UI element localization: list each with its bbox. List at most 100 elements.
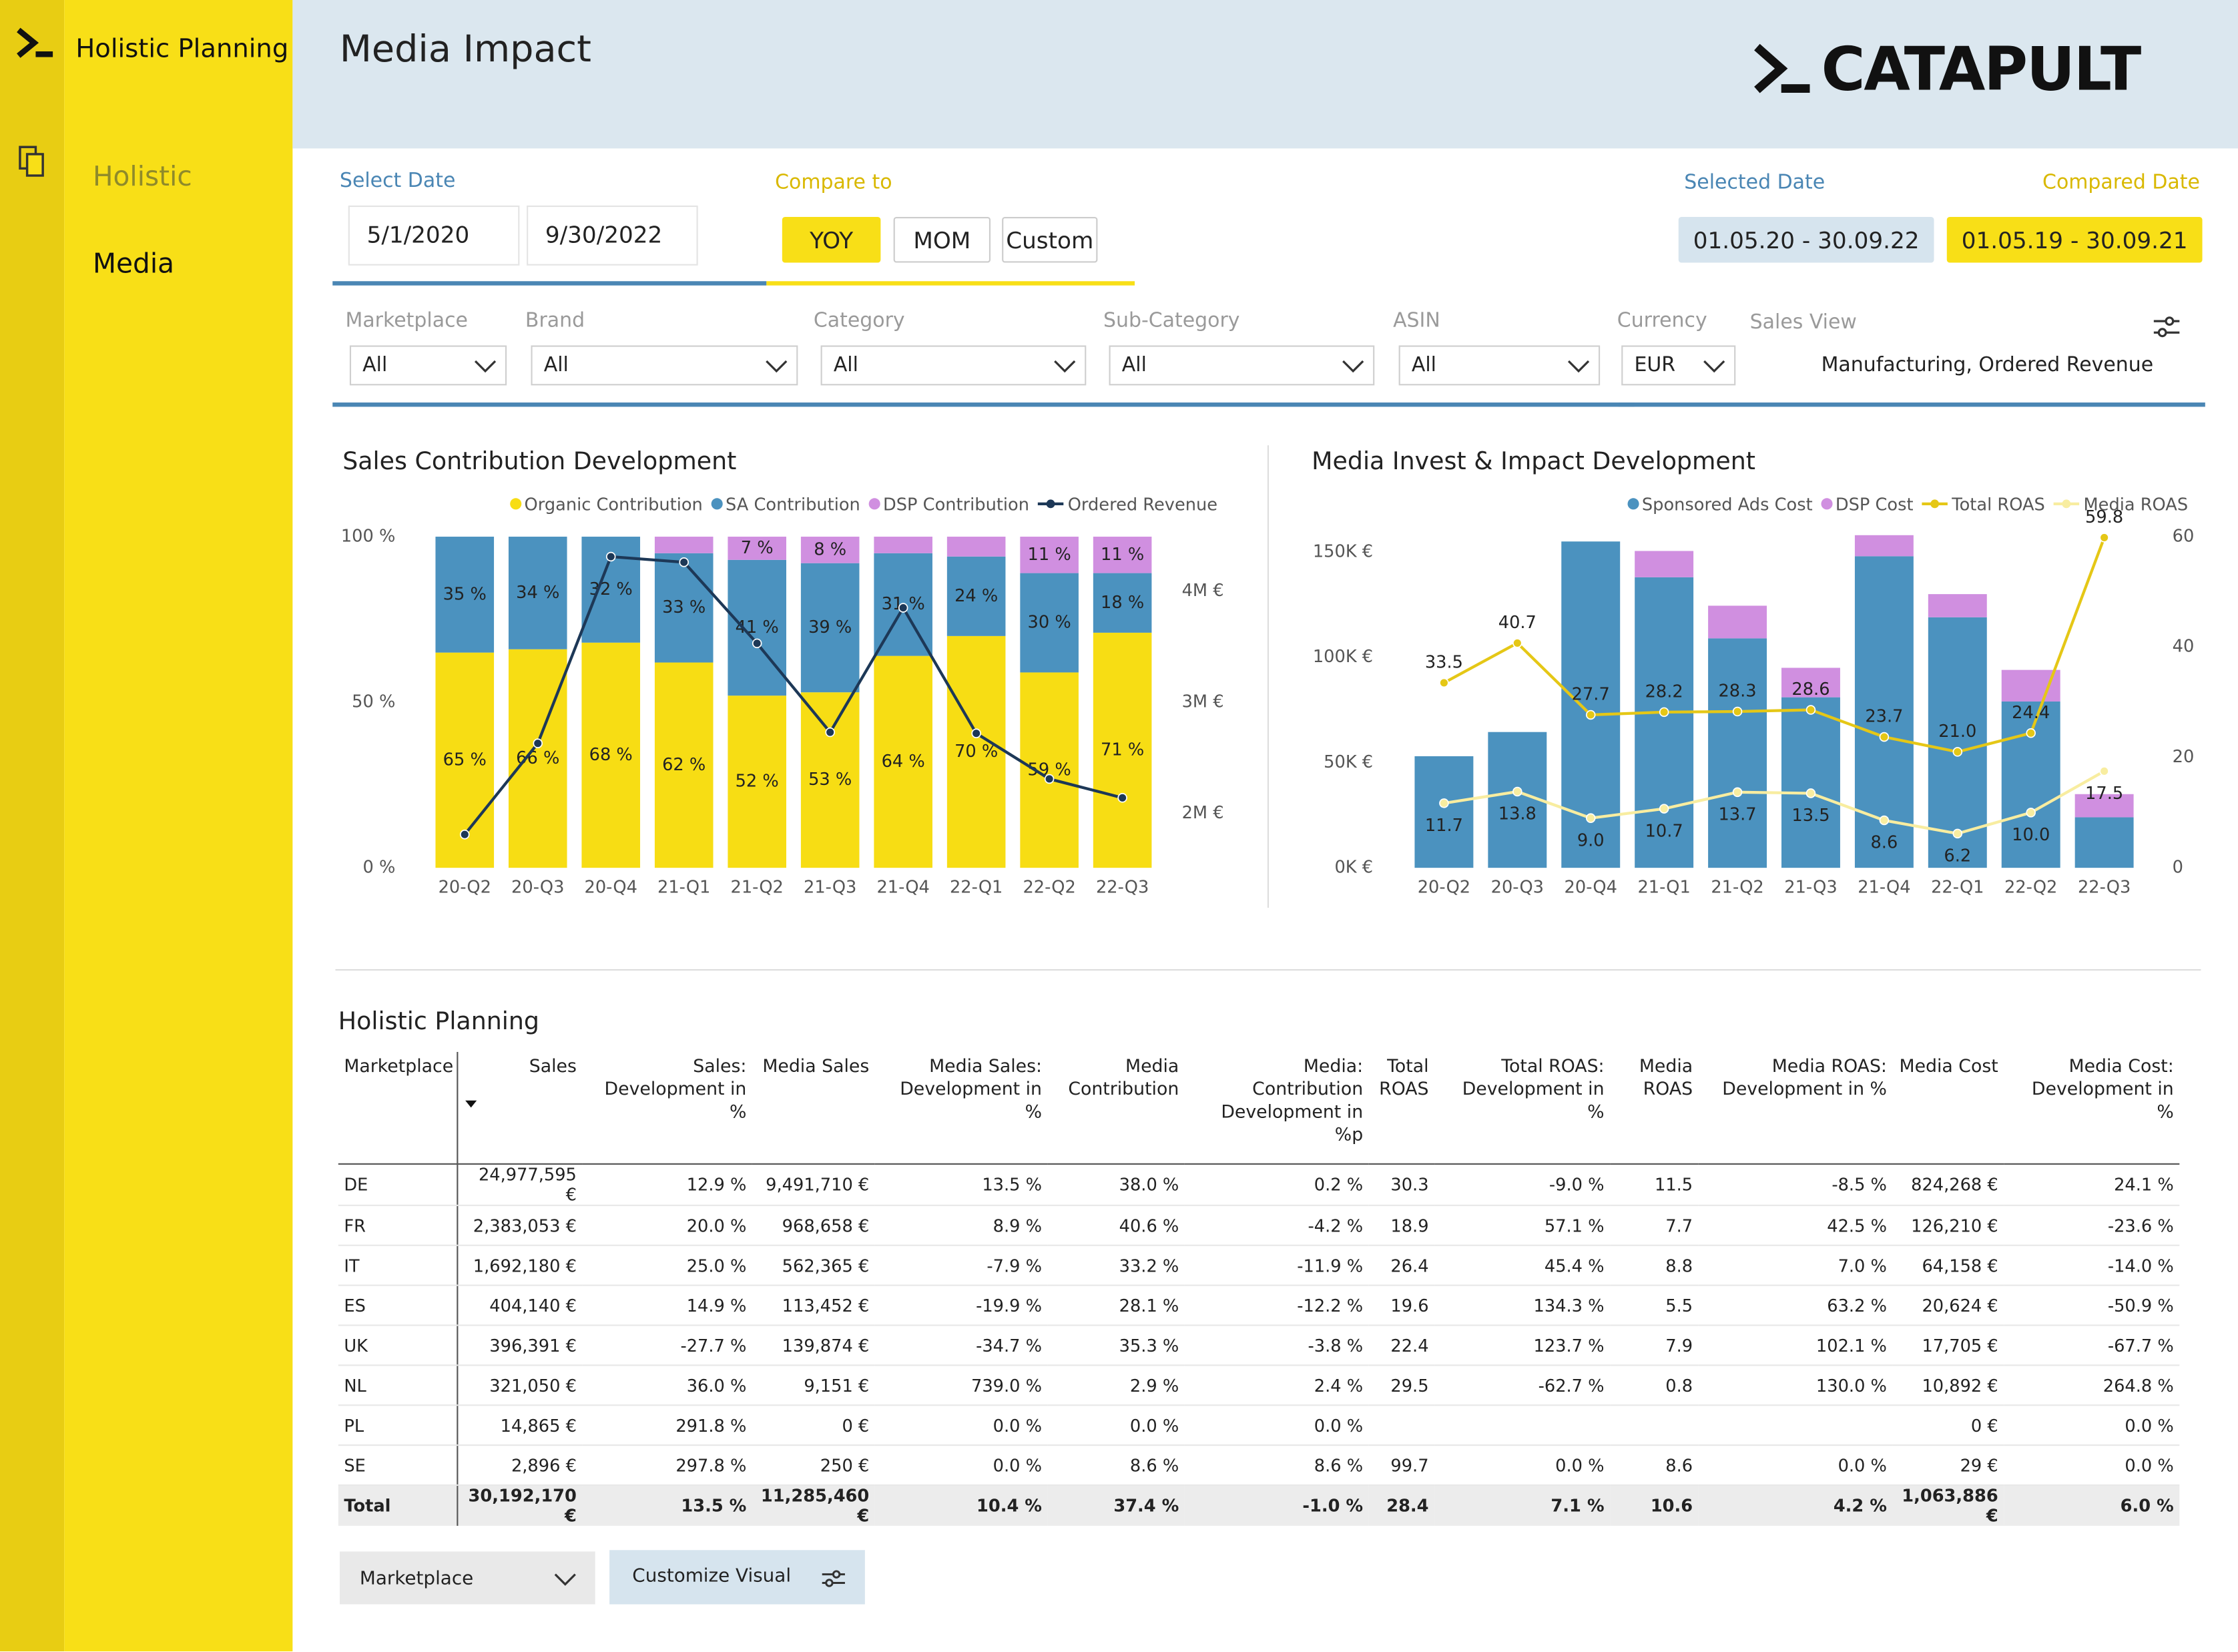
table-cell: -12.2 %: [1184, 1285, 1369, 1326]
y2-tick-label: 0: [2173, 858, 2183, 878]
legend-label: Organic Contribution: [525, 495, 703, 515]
legend-label: Ordered Revenue: [1068, 495, 1217, 515]
table-cell: SE: [338, 1445, 458, 1486]
table-cell: IT: [338, 1245, 458, 1286]
customize-button[interactable]: Customize Visual: [609, 1550, 865, 1605]
table-cell: 739.0 %: [874, 1365, 1048, 1406]
bar-segment: [728, 696, 786, 868]
bar-segment: [2074, 794, 2134, 818]
end-date[interactable]: 9/30/2022: [527, 205, 698, 266]
line-point: [605, 551, 616, 562]
date-label: Select Date: [339, 170, 456, 193]
table-cell: 126,210 €: [1892, 1205, 2004, 1246]
table-cell: -34.7 %: [874, 1325, 1048, 1366]
x-tick-label: 22-Q1: [1931, 878, 1984, 898]
settings-icon[interactable]: [2151, 314, 2183, 339]
table-cell: -50.9 %: [2004, 1285, 2180, 1326]
x-tick-label: 21-Q4: [1858, 878, 1910, 898]
total-row: Total 30,192,170 €13.5 % 11,285,460 €10.4 …: [338, 1484, 2180, 1526]
legend-label: Total ROAS: [1951, 495, 2044, 515]
filter-value: All: [362, 354, 388, 377]
table-cell: 38.0 %: [1047, 1163, 1185, 1206]
column-header: Total ROAS: Development in %: [1434, 1051, 1611, 1165]
bar-segment: [1781, 667, 1840, 698]
selected-range: 01.05.20 - 30.09.22: [1678, 217, 1934, 263]
table-cell: -7.9 %: [874, 1245, 1048, 1286]
table-cell: 30,192,170 €: [457, 1484, 583, 1526]
x-tick-label: 22-Q3: [2078, 878, 2131, 898]
data-label: 10.7: [1645, 821, 1683, 841]
x-tick-label: 22-Q3: [1096, 878, 1149, 898]
filter-select[interactable]: All: [349, 345, 507, 386]
data-label: 28.3: [1718, 681, 1756, 702]
line-point: [1879, 815, 1890, 826]
compare-option[interactable]: YOY: [782, 217, 881, 263]
table-cell: -1.0 %: [1184, 1484, 1369, 1526]
table-cell: 25.0 %: [582, 1245, 752, 1286]
legend-marker: [1821, 498, 1833, 510]
table-cell: -11.9 %: [1184, 1245, 1369, 1286]
line-point: [533, 738, 543, 748]
table-cell: 0.0 %: [874, 1445, 1048, 1486]
data-label: 33 %: [662, 597, 706, 617]
data-label: 28.6: [1791, 679, 1830, 700]
table-cell: 1,692,180 €: [457, 1245, 583, 1286]
legend-marker: [1046, 499, 1055, 509]
filter-value: All: [833, 354, 858, 377]
filter-select[interactable]: All: [820, 345, 1087, 386]
table-cell: -4.2 %: [1184, 1205, 1369, 1246]
table-cell: 99.7: [1368, 1445, 1435, 1486]
chevron: [554, 1573, 576, 1586]
separator: [335, 969, 2201, 971]
line-point: [1439, 798, 1449, 808]
sort-indicator[interactable]: [464, 1099, 478, 1111]
table-cell: -19.9 %: [874, 1285, 1048, 1326]
table-row: IT 1,692,180 €25.0 % 562,365 € -7.9 % 33.2 %…: [338, 1245, 2180, 1286]
table-cell: 139,874 €: [752, 1325, 875, 1366]
y2-tick-label: 20: [2173, 747, 2195, 767]
bar-segment: [800, 563, 860, 693]
table-cell: 26.4: [1368, 1245, 1435, 1286]
app-icon: [17, 27, 53, 58]
bar-segment: [946, 635, 1006, 868]
column-header: Media Cost: [1892, 1051, 2004, 1165]
table-cell: 4.2 %: [1698, 1484, 1893, 1526]
data-label: 11 %: [1101, 545, 1144, 565]
data-label: 24 %: [954, 586, 998, 606]
nav-item[interactable]: Holistic: [92, 161, 192, 193]
table-cell: 8.9 %: [874, 1205, 1048, 1246]
legend: Organic Contribution SA Contribution DSP C…: [510, 495, 1217, 515]
table-cell: 35.3 %: [1047, 1325, 1185, 1366]
table-cell: 1,063,886 €: [1892, 1484, 2004, 1526]
filter-select[interactable]: EUR: [1621, 345, 1736, 386]
filter-value: All: [543, 354, 569, 377]
table-cell: 17,705 €: [1892, 1325, 2004, 1366]
data-label: 23.7: [1865, 707, 1903, 727]
compare-option[interactable]: Custom: [1002, 217, 1098, 263]
bar-segment: [1020, 672, 1079, 868]
data-label: 64 %: [882, 752, 925, 772]
column-header: Media Cost: Development in %: [2004, 1051, 2180, 1165]
line-point: [1879, 732, 1890, 742]
table-row: NL 321,050 €36.0 % 9,151 €739.0 % 2.9 % 2.4 …: [338, 1365, 2180, 1406]
filter-select[interactable]: All: [1109, 345, 1375, 386]
bar-segment: [1635, 551, 1694, 577]
compare-option[interactable]: MOM: [893, 217, 991, 263]
filter-select[interactable]: All: [531, 345, 798, 386]
nav-item[interactable]: Media: [92, 248, 175, 280]
table-cell: 2.9 %: [1047, 1365, 1185, 1406]
bar-segment: [1854, 535, 1914, 557]
legend-label: SA Contribution: [726, 495, 860, 515]
line-point: [1805, 705, 1816, 715]
table-cell: UK: [338, 1325, 458, 1366]
table-cell: 7.0 %: [1698, 1245, 1893, 1286]
data-label: 40.7: [1498, 613, 1536, 633]
footer-dropdown[interactable]: Marketplace: [339, 1551, 595, 1605]
table-cell: 0 €: [1892, 1405, 2004, 1446]
sales-view-value[interactable]: Manufacturing, Ordered Revenue: [1821, 354, 2154, 377]
y-tick-label: 50 %: [352, 692, 395, 712]
start-date[interactable]: 5/1/2020: [348, 205, 520, 266]
table-cell: 396,391 €: [457, 1325, 583, 1366]
filter-select[interactable]: All: [1398, 345, 1601, 386]
